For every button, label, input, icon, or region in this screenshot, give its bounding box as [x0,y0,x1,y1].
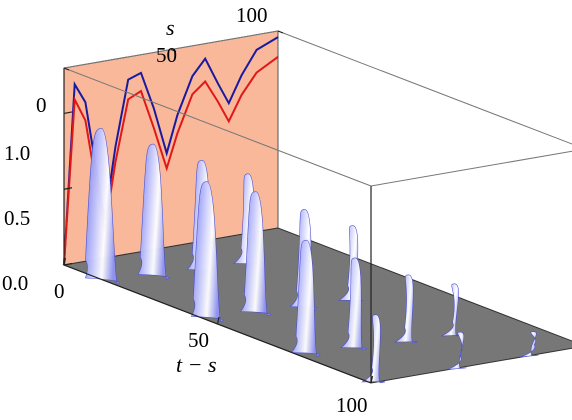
y-axis-title: s [166,15,175,40]
x-tick-mark-0 [63,257,67,266]
z-tick-mark-0 [63,262,73,266]
surface-peak [520,331,539,358]
x-tick-1: 50 [188,328,209,352]
y-tick-2: 100 [236,3,268,27]
surface-peak [84,127,120,285]
box-front-edges [63,30,374,384]
x-tick-2: 100 [336,393,368,417]
z-tick-2: 1.0 [4,141,30,165]
surface-peak [361,314,385,384]
y-tick-0: 0 [36,93,47,117]
x-tick-0: 0 [54,279,65,303]
surface-peak [447,331,467,370]
surface-peak [290,239,321,357]
surface-peaks [84,127,539,384]
x-axis-title: t − s [176,352,217,377]
box-edge-top-front [63,67,372,187]
x-tick-mark-2 [370,375,374,384]
surface-peak [137,143,170,280]
axis-labels: 0.0 0.5 1.0 0 50 100 s 0 50 100 t − s [2,3,368,417]
box-edge-top-right [370,150,572,187]
z-tick-1: 0.5 [4,206,30,230]
surface-peak [393,274,418,344]
surface-peak [340,257,367,351]
box-edge-top-back [277,30,572,145]
box-back-edges [277,30,572,187]
y-tick-mark-2 [277,30,284,34]
y-tick-1: 50 [156,43,177,67]
x-tick-mark-1 [216,316,220,325]
z-tick-mark-1 [63,187,73,190]
z-tick-mark-2 [63,111,73,115]
surface-peak [441,283,463,337]
surface-peak [240,191,271,317]
z-tick-0: 0.0 [2,271,28,295]
y-tick-mark-1 [170,48,177,53]
y-tick-mark-0 [63,67,70,71]
